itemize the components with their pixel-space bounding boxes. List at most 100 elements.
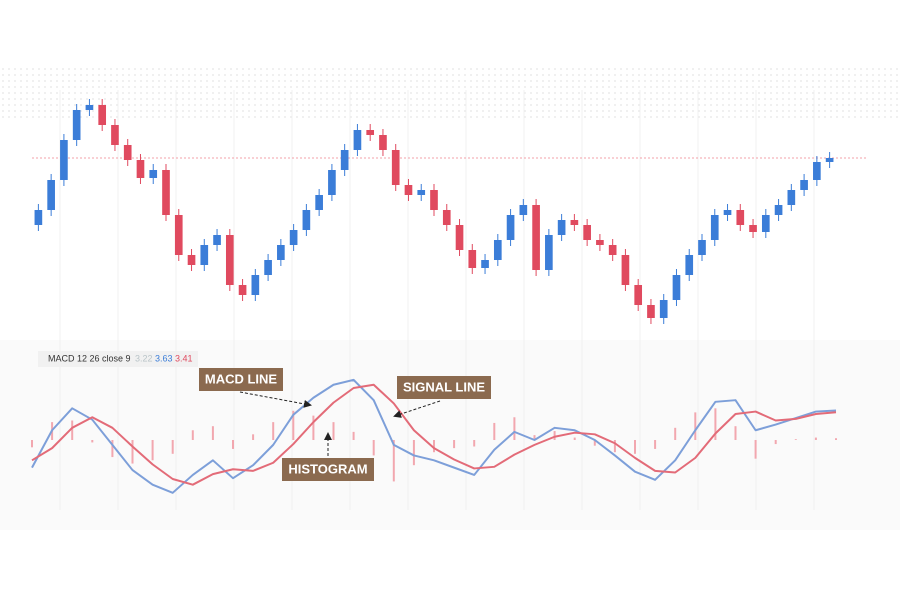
histogram-bar	[613, 440, 616, 453]
candle-body	[353, 130, 362, 150]
annotation: SIGNAL LINE	[403, 379, 485, 394]
indicator-background	[0, 340, 900, 530]
candle-body	[264, 260, 272, 275]
histogram-bar	[453, 440, 456, 449]
histogram-bar	[252, 434, 255, 440]
legend-title: MACD 12 26 close 9	[48, 353, 131, 363]
candle-body	[187, 255, 196, 265]
legend-box	[38, 351, 198, 367]
candle-body	[698, 240, 706, 255]
candle-body	[123, 145, 132, 160]
annotation-box	[397, 376, 491, 399]
histogram-bar	[151, 440, 154, 461]
histogram-bar	[71, 420, 74, 440]
candle-body	[34, 210, 43, 225]
candle-body	[736, 210, 745, 225]
background-pattern	[0, 65, 900, 120]
histogram-bar	[412, 440, 415, 466]
histogram-bar	[794, 439, 797, 440]
candle-body	[149, 170, 158, 178]
candle-body	[634, 285, 643, 305]
annotation-box	[282, 458, 374, 481]
candle-body	[608, 245, 617, 255]
candle-body	[570, 220, 579, 225]
legend-value: 3.63	[155, 353, 173, 363]
candle-body	[583, 225, 591, 240]
histogram-bar	[211, 426, 214, 440]
candle-body	[468, 250, 477, 268]
candle-body	[672, 275, 681, 300]
histogram-bar	[232, 440, 234, 449]
legend-value: 3.22	[135, 353, 153, 363]
candle-body	[417, 190, 426, 195]
candle-body	[302, 210, 311, 230]
candle-body	[710, 215, 719, 240]
annotations: MACD LINE SIGNAL LINE HISTOGRAM	[199, 368, 491, 481]
histogram-bar	[634, 440, 636, 454]
annotation: HISTOGRAM	[288, 461, 367, 476]
annotation-box	[199, 368, 283, 391]
legend-value: 3.41	[175, 353, 193, 363]
macd-line	[31, 383, 837, 486]
histogram-bar	[433, 440, 435, 453]
histogram-bar	[694, 412, 697, 440]
candle-body	[404, 185, 413, 195]
histogram-bar	[372, 440, 375, 456]
candle-body	[813, 162, 821, 180]
candle-body	[315, 195, 323, 210]
histogram-bar	[111, 440, 114, 458]
candle-body	[685, 255, 694, 275]
candle-body	[493, 240, 502, 260]
candle-body	[442, 210, 451, 225]
candle-body	[659, 300, 668, 318]
candle-body	[60, 140, 68, 180]
histogram-bar	[814, 437, 817, 440]
candle-body	[749, 225, 757, 232]
histogram-bar	[573, 437, 576, 440]
histogram-bar	[493, 422, 496, 440]
histogram-bar	[352, 431, 355, 440]
candle-body	[800, 180, 808, 190]
histogram-bar	[31, 440, 33, 448]
candle-body	[723, 210, 732, 215]
candle-body	[519, 205, 528, 215]
candle-body	[98, 105, 107, 125]
candle-body	[162, 170, 170, 215]
histogram-bar	[272, 422, 275, 440]
histogram-bar	[392, 440, 395, 482]
histogram-bar	[513, 417, 516, 440]
histogram-bar	[593, 440, 596, 446]
histogram-bar	[171, 440, 174, 454]
candle-body	[506, 215, 515, 240]
legend: MACD 12 26 close 9 3.22 3.63 3.41	[38, 351, 198, 367]
histogram-bar	[734, 426, 737, 440]
candle-body	[596, 240, 604, 245]
histogram-bar	[774, 440, 777, 445]
annotation: MACD LINE	[205, 371, 278, 386]
candle-body	[825, 158, 834, 162]
macd-line	[31, 378, 837, 494]
histogram-bar	[91, 440, 94, 443]
annotation-arrow	[239, 391, 312, 408]
histogram-bar	[292, 410, 295, 440]
histogram-bar	[533, 435, 536, 440]
candle-body	[545, 235, 553, 270]
histogram-bar	[332, 422, 335, 440]
candle-body	[787, 190, 796, 205]
candle-body	[340, 150, 349, 170]
candle-body	[174, 215, 183, 255]
histogram-bar	[714, 408, 717, 440]
candle-body	[72, 110, 81, 140]
candle-body	[774, 205, 783, 215]
candle-body	[277, 245, 285, 260]
candle-body	[200, 245, 209, 265]
candle-body	[289, 230, 298, 245]
candle-body	[47, 180, 55, 210]
candle-body	[251, 275, 260, 295]
candle-body	[455, 225, 464, 250]
histogram-bar	[654, 440, 657, 449]
candle-body	[85, 105, 94, 110]
candle-body	[328, 170, 336, 195]
candle-body	[391, 150, 400, 185]
